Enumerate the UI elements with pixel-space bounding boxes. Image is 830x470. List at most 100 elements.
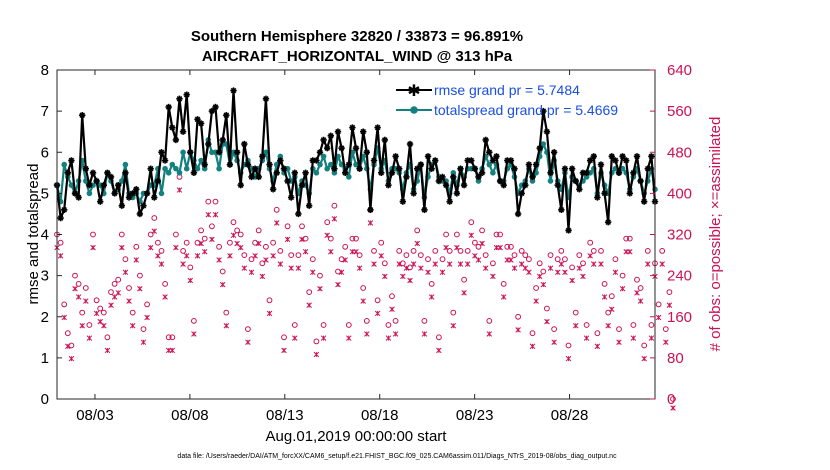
obs-assimilated-point — [169, 347, 176, 354]
totalspread-point — [547, 178, 554, 184]
obs-assimilated-point — [205, 211, 212, 218]
rmse-point — [316, 149, 324, 156]
rmse-point — [136, 210, 144, 218]
obs-possible-point — [619, 272, 626, 279]
obs-assimilated-point — [101, 322, 107, 329]
obs-possible-point — [482, 252, 489, 259]
totalspread-point — [320, 153, 327, 160]
rmse-point — [338, 144, 345, 152]
obs-possible-point — [151, 215, 158, 221]
obs-assimilated-point — [367, 220, 374, 226]
obs-assimilated-point — [580, 273, 586, 280]
obs-possible-point — [158, 248, 165, 254]
obs-assimilated-point — [129, 322, 136, 329]
obs-possible-point — [515, 313, 521, 320]
obs-possible-point — [403, 252, 410, 259]
obs-assimilated-point — [475, 257, 482, 263]
obs-possible-point — [583, 322, 590, 328]
rmse-point — [424, 153, 432, 160]
obs-assimilated-point — [529, 343, 536, 350]
obs-possible-point — [526, 256, 532, 263]
rmse-point — [71, 190, 79, 197]
obs-assimilated-point — [598, 261, 604, 267]
obs-possible-point — [349, 235, 356, 242]
rmse-point — [619, 153, 626, 160]
obs-assimilated-point — [212, 211, 219, 218]
rmse-point — [486, 149, 493, 156]
obs-assimilated-point — [140, 339, 147, 345]
obs-assimilated-point — [86, 335, 93, 341]
obs-assimilated-point — [533, 298, 539, 304]
obs-possible-point — [75, 281, 82, 287]
right-tick-label: 160 — [667, 309, 692, 326]
rmse-point — [640, 198, 648, 205]
obs-possible-point — [641, 342, 648, 349]
totalspread-point — [198, 157, 204, 164]
rmse-point — [590, 153, 597, 160]
obs-possible-point — [587, 239, 594, 246]
obs-assimilated-point — [266, 310, 273, 317]
obs-possible-point — [104, 334, 111, 341]
totalspread-point — [486, 161, 493, 168]
rmse-point — [446, 198, 453, 205]
rmse-point — [450, 173, 457, 181]
obs-possible-point — [601, 281, 608, 287]
right-tick-label: 320 — [667, 227, 692, 244]
obs-possible-point — [169, 334, 176, 341]
rmse-point — [93, 177, 100, 185]
obs-possible-point — [100, 309, 107, 316]
obs-possible-point — [72, 272, 78, 279]
totalspread-point — [324, 165, 331, 172]
obs-possible-point — [93, 297, 100, 304]
obs-possible-point — [500, 281, 507, 287]
obs-assimilated-point — [551, 339, 557, 345]
rmse-point — [385, 181, 392, 189]
obs-assimilated-point — [389, 306, 395, 313]
legend-rmse-label: rmse grand pr = 5.7484 — [434, 82, 580, 98]
obs-assimilated-point — [360, 298, 366, 304]
obs-possible-point — [540, 268, 547, 275]
chart-title-line1: Southern Hemisphere 32820 / 33873 = 96.8… — [191, 28, 523, 45]
obs-assimilated-point — [508, 257, 514, 263]
left-tick-label: 1 — [41, 350, 49, 367]
obs-assimilated-point — [223, 322, 230, 329]
rmse-point — [233, 149, 241, 156]
obs-assimilated-point — [198, 240, 204, 247]
obs-assimilated-point — [464, 261, 471, 267]
obs-possible-point — [281, 334, 287, 341]
obs-assimilated-point — [641, 355, 647, 362]
obs-assimilated-point — [497, 244, 503, 251]
obs-possible-point — [381, 260, 388, 267]
obs-possible-point — [623, 235, 630, 242]
obs-assimilated-point — [302, 248, 309, 255]
totalspread-point — [194, 165, 201, 172]
obs-assimilated-point — [295, 265, 302, 271]
rmse-point — [608, 153, 615, 160]
obs-possible-point — [414, 227, 421, 234]
obs-assimilated-point — [637, 298, 644, 304]
totalspread-point — [583, 174, 590, 180]
obs-possible-point — [576, 252, 583, 259]
obs-assimilated-point — [317, 285, 323, 292]
obs-assimilated-point — [255, 240, 262, 247]
obs-assimilated-point — [378, 253, 384, 259]
obs-assimilated-point — [342, 257, 348, 263]
rmse-point — [251, 165, 259, 172]
right-tick-label: 240 — [667, 268, 692, 285]
obs-possible-point — [396, 248, 403, 254]
totalspread-point — [68, 182, 75, 188]
obs-assimilated-point — [273, 220, 280, 226]
rmse-point — [475, 173, 482, 181]
rmse-point — [305, 202, 313, 209]
obs-possible-point — [115, 276, 122, 283]
obs-possible-point — [183, 239, 190, 246]
obs-assimilated-point — [147, 244, 154, 251]
obs-possible-point — [266, 297, 273, 304]
obs-possible-point — [436, 334, 442, 341]
rmse-point — [457, 165, 464, 172]
rmse-point — [158, 149, 165, 156]
totalspread-point — [119, 178, 125, 184]
obs-possible-point — [363, 318, 370, 324]
obs-possible-point — [450, 309, 457, 316]
